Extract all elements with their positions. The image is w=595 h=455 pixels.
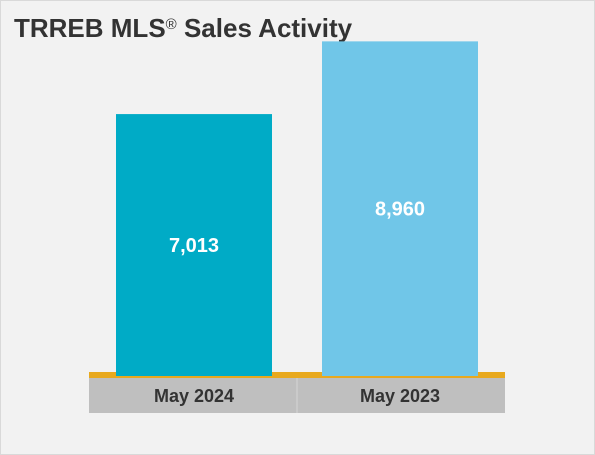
chart-title: TRREB MLS® Sales Activity	[14, 13, 353, 44]
bar-value-label: 8,960	[375, 199, 425, 221]
bar-value-label: 7,013	[169, 235, 219, 257]
title-main: TRREB MLS	[14, 13, 166, 43]
title-rest: Sales Activity	[176, 13, 353, 43]
category-label: May 2024	[154, 386, 234, 406]
bar-may-2024	[116, 114, 272, 377]
axis-baseline	[89, 372, 505, 378]
bar-may-2023	[322, 41, 478, 376]
category-label: May 2023	[360, 386, 440, 406]
registered-mark: ®	[165, 16, 177, 33]
